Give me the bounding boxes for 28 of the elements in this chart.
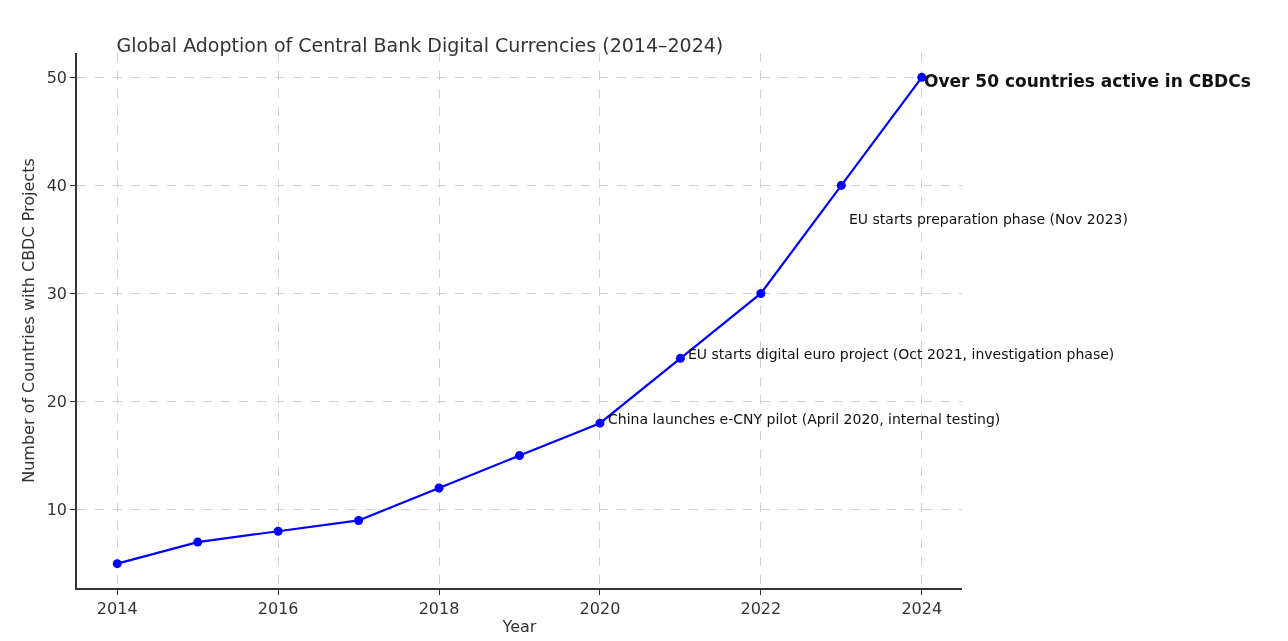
y-tick-label: 10 [46, 500, 68, 520]
point [434, 483, 444, 493]
annotation: EU starts preparation phase (Nov 2023) [849, 211, 1128, 227]
annotation: China launches e-CNY pilot (April 2020, internal testing) [608, 411, 1001, 427]
point [515, 451, 524, 461]
y-tick-label: 20 [46, 392, 68, 412]
x-tick-label: 2024 [901, 598, 943, 618]
point [354, 515, 364, 525]
x-tick-label: 2018 [418, 598, 460, 618]
point [836, 180, 846, 190]
y-tick-label: 50 [46, 67, 68, 87]
point [193, 537, 203, 547]
y-tick-label: 40 [46, 176, 68, 195]
x-tick-label: 2016 [257, 598, 299, 618]
point [675, 353, 685, 363]
annotation: Over 50 countries active in CBDCs [924, 71, 1251, 91]
point [595, 418, 605, 428]
annotation: EU starts digital euro project (Oct 2021, investigation phase) [688, 346, 1115, 362]
y-tick-label: 30 [46, 284, 68, 304]
y-axis-title: Number of Countries with CBDC Projects [19, 158, 39, 483]
chart-title: Global Adoption of Central Bank Digital Currencies (2014–2024) [116, 33, 724, 56]
x-axis-title: Year [501, 617, 537, 637]
point [273, 526, 283, 536]
point [112, 559, 122, 569]
point [756, 288, 766, 298]
x-tick-label: 2020 [579, 598, 621, 618]
x-tick-label: 2022 [740, 598, 782, 618]
x-tick-label: 2014 [96, 598, 138, 618]
